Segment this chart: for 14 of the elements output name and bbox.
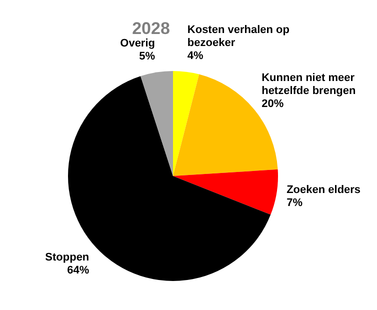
pie-slice	[173, 71, 200, 176]
slice-label: Kunnen niet meer hetzelfde brengen	[262, 72, 356, 97]
slice-label: Stoppen	[45, 252, 90, 264]
data-label: 20%	[262, 98, 284, 110]
data-label: 7%	[286, 197, 303, 210]
slice-label: Kosten verhalen op bezoeker	[187, 24, 290, 50]
data-label: 64%	[67, 264, 90, 277]
chart-title: 2028	[132, 19, 170, 38]
data-label: 5%	[139, 50, 156, 63]
slice-label: Overig	[120, 38, 156, 50]
slice-label: Zoeken elders	[286, 184, 361, 196]
pie-slice	[140, 71, 173, 176]
pie-slice	[173, 169, 278, 215]
data-label: 4%	[187, 50, 204, 62]
